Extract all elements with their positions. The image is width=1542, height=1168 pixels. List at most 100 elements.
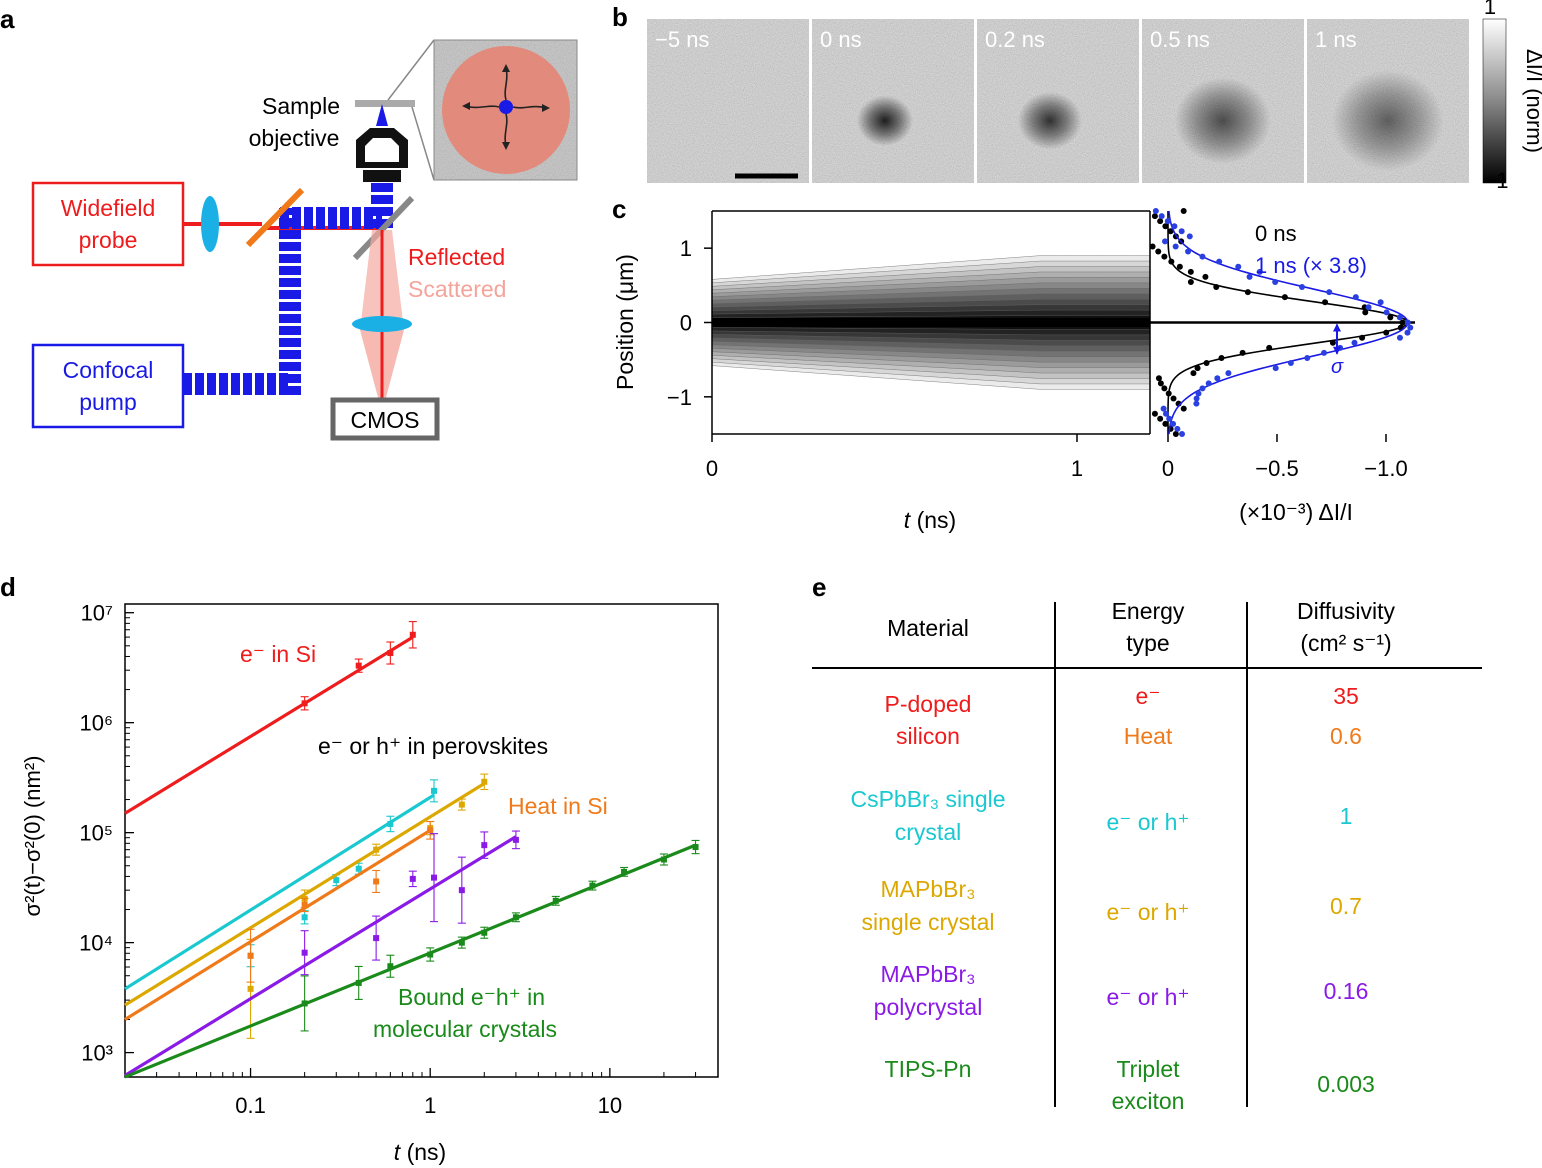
objective-label: objective (249, 125, 340, 151)
c-ytick-label-2: −1 (667, 385, 692, 410)
d-ytick-label-7: 10⁷ (81, 601, 113, 626)
data-point-4-3 (431, 874, 438, 881)
profile-point-0-35 (1161, 385, 1168, 392)
profile-point-0-0 (1180, 208, 1187, 214)
data-point-5-9 (621, 868, 628, 875)
profile-point-1-2 (1164, 218, 1171, 225)
fit-line-3 (124, 828, 432, 1021)
data-point-5-1 (355, 979, 362, 986)
msd-loglog-plot: 10³ 10⁴ 10⁵ 10⁶ 10⁷ 0.1 1 10 (79, 601, 719, 1118)
data-point-3-2 (373, 878, 380, 885)
profile-point-1-14 (1272, 278, 1279, 285)
profile-point-1-4 (1178, 228, 1185, 235)
diffusivity-table: Material Energy type Diffusivity (cm² s⁻… (812, 598, 1482, 1114)
fit-line-5 (124, 843, 697, 1079)
panel-label-a: a (0, 4, 15, 34)
data-point-2-0 (247, 985, 254, 992)
row1-type-2: Heat (1124, 723, 1173, 749)
profile-point-0-28 (1239, 349, 1246, 356)
imaging-lens (352, 316, 412, 332)
row4-material-1: MAPbBr₃ (881, 961, 976, 987)
inset-line-top (387, 39, 435, 101)
profile-point-0-34 (1157, 380, 1164, 387)
row1-type-1: e⁻ (1136, 683, 1161, 709)
profile-point-1-42 (1170, 420, 1177, 427)
data-point-4-2 (409, 875, 416, 882)
data-point-1-5 (431, 787, 438, 794)
row2-type: e⁻ or h⁺ (1106, 809, 1189, 835)
colorbar-title: ΔI/I (norm) (1522, 49, 1542, 153)
profile-point-1-24 (1404, 329, 1411, 336)
cmos-camera (330, 397, 440, 441)
frame-noise-0 (647, 19, 809, 183)
profile-point-0-15 (1213, 284, 1220, 291)
profile-point-0-26 (1329, 339, 1336, 346)
row4-diff: 0.16 (1324, 978, 1369, 1004)
c-xtick-label-0: 0 (706, 456, 718, 481)
c-ytick-label-0: 1 (680, 236, 692, 261)
profile-point-1-10 (1216, 258, 1223, 265)
profile-xtick-label-2: −1.0 (1364, 456, 1407, 481)
c-legend-0ns: 0 ns (1255, 221, 1297, 246)
profile-point-1-34 (1205, 380, 1212, 387)
data-point-5-10 (660, 856, 667, 863)
sample-inset (434, 40, 577, 180)
frame-spot-4 (1331, 70, 1444, 172)
frame-label-0: −5 ns (655, 27, 709, 52)
dichroic-mirror (245, 187, 305, 248)
d-ytick-label-6: 10⁶ (79, 711, 113, 736)
profile-point-1-17 (1352, 294, 1359, 301)
data-point-4-1 (373, 935, 380, 942)
profile-point-1-36 (1195, 390, 1202, 397)
profile-point-1-9 (1199, 253, 1206, 260)
data-point-1-1 (301, 914, 308, 921)
d-xlabel: t (ns) (394, 1139, 446, 1165)
row4-type: e⁻ or h⁺ (1106, 984, 1189, 1010)
row3-material-2: single crystal (862, 909, 995, 935)
data-point-3-1 (301, 901, 308, 908)
profile-point-0-37 (1170, 395, 1177, 402)
row5-type-1: Triplet (1116, 1056, 1180, 1082)
profile-point-1-19 (1365, 304, 1372, 311)
frame-label-2: 0.2 ns (985, 27, 1045, 52)
profile-point-1-5 (1186, 233, 1193, 240)
objective-window (365, 138, 399, 162)
row5-diff: 0.003 (1317, 1071, 1375, 1097)
data-point-5-3 (427, 951, 434, 958)
profile-point-0-17 (1281, 294, 1288, 301)
data-point-1-2 (333, 877, 340, 884)
diffusion-heatmap-panel: 1 0 −1 0 1 0 −0.5 −1.0 (667, 208, 1415, 481)
d-xtick-label-1: 1 (424, 1093, 436, 1118)
confocal-label-1: Confocal (63, 357, 154, 383)
profile-point-1-1 (1158, 213, 1165, 220)
scattered-label: Scattered (408, 276, 506, 302)
d-annot-heat: Heat in Si (508, 793, 608, 819)
d-ytick-label-5: 10⁵ (79, 821, 113, 846)
data-point-2-2 (373, 846, 380, 853)
row2-material-1: CsPbBr₃ single (850, 786, 1005, 812)
data-point-0-2 (387, 650, 394, 657)
data-point-5-5 (481, 929, 488, 936)
profile-point-0-25 (1359, 334, 1366, 341)
profile-point-1-16 (1326, 289, 1333, 296)
inset-line-bottom (411, 106, 435, 181)
d-annot-perovskites: e⁻ or h⁺ in perovskites (318, 733, 548, 759)
profile-point-0-11 (1176, 263, 1183, 270)
fit-line-4 (124, 835, 517, 1077)
probe-lens (201, 196, 219, 252)
profile-point-1-25 (1396, 334, 1403, 341)
profile-point-0-44 (1172, 431, 1179, 437)
setup-schematic: Widefield probe Confocal pump Reflected … (31, 39, 578, 441)
profile-point-0-8 (1155, 248, 1162, 255)
row4-material-2: polycrystal (874, 994, 983, 1020)
profile-point-0-29 (1218, 354, 1225, 361)
profile-point-1-26 (1351, 339, 1358, 346)
frame-spot-3 (1174, 77, 1271, 164)
profile-point-1-18 (1377, 299, 1384, 306)
panel-label-e: e (812, 572, 826, 602)
profile-point-0-10 (1168, 258, 1175, 265)
profile-point-1-41 (1166, 415, 1173, 422)
data-point-5-2 (387, 963, 394, 970)
header-diff-1: Diffusivity (1297, 598, 1395, 624)
data-point-1-3 (355, 865, 362, 872)
